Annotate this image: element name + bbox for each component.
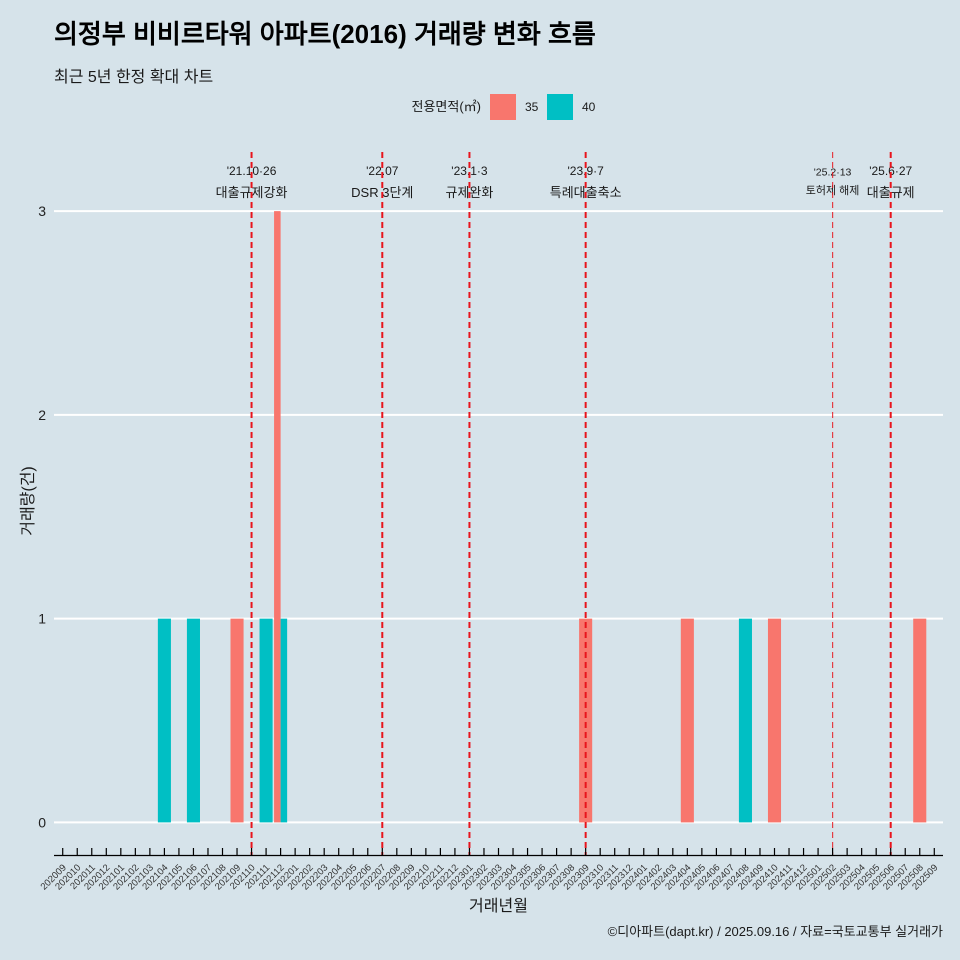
bar-40-202111 xyxy=(259,618,273,823)
bar-40-202408 xyxy=(738,618,752,823)
x-axis-tick-labels: 2020092020102020112020122021012021022021… xyxy=(39,862,941,892)
annotation-date: '22.07 xyxy=(366,164,399,178)
legend-title: 전용면적(㎡) xyxy=(411,99,482,114)
legend-key-35 xyxy=(490,94,516,120)
x-axis xyxy=(54,848,943,857)
annotation-date: '23.1·3 xyxy=(451,164,488,178)
bar-35-202410 xyxy=(767,618,782,823)
legend-key-40 xyxy=(547,94,573,120)
chart-caption: ©디아파트(dapt.kr) / 2025.09.16 / 자료=국토교통부 실… xyxy=(607,924,943,939)
y-tick-label: 1 xyxy=(38,611,46,627)
y-tick-label: 3 xyxy=(38,203,46,219)
bar-35-202112 xyxy=(274,211,281,823)
bar-35-202404 xyxy=(680,618,694,823)
bar-35-202508 xyxy=(913,618,927,823)
chart-subtitle: 최근 5년 한정 확대 차트 xyxy=(54,69,214,86)
bar-40-202106 xyxy=(186,618,200,823)
bar-40-202104 xyxy=(157,618,171,823)
annotation-date: '21.10·26 xyxy=(227,164,277,178)
chart-title: 의정부 비비르타워 아파트(2016) 거래량 변화 흐름 xyxy=(54,19,596,49)
annotation-date: '25.6·27 xyxy=(869,164,912,178)
bar-35-202109 xyxy=(230,618,244,823)
bar-40-202112 xyxy=(280,618,288,823)
annotation-date: '23.9·7 xyxy=(567,164,604,178)
legend-label-35: 35 xyxy=(525,100,539,114)
bars xyxy=(157,211,927,823)
legend-label-40: 40 xyxy=(582,100,596,114)
y-tick-label: 2 xyxy=(38,407,46,423)
event-lines xyxy=(250,152,892,855)
y-axis-tick-labels: 0 1 2 3 xyxy=(38,203,46,830)
bar-35-202309 xyxy=(579,618,593,823)
x-axis-title: 거래년월 xyxy=(469,898,528,915)
gridlines xyxy=(54,210,943,824)
annotation-label: 토허제 해제 xyxy=(806,183,860,197)
y-tick-label: 0 xyxy=(38,814,46,830)
y-axis-title: 거래량(건) xyxy=(20,466,37,536)
